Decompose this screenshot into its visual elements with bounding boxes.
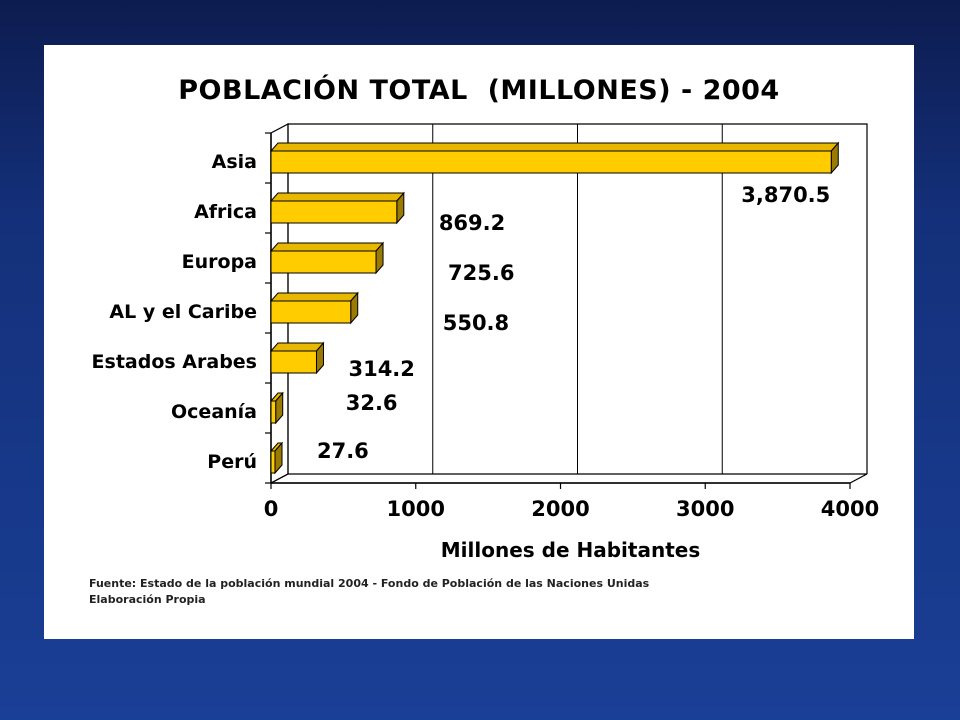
x-tick-label: 3000	[676, 497, 734, 521]
data-label: 869.2	[439, 211, 505, 235]
plot-floor	[270, 473, 868, 484]
y-tick-label: Oceanía	[171, 401, 257, 423]
x-tick-label: 4000	[821, 497, 879, 521]
y-tick-label: AL y el Caribe	[109, 301, 257, 323]
bar-top	[269, 142, 840, 152]
bar-5	[269, 391, 284, 425]
bar-top	[269, 342, 325, 352]
y-tick-label: Perú	[207, 451, 257, 473]
x-tick-label: 1000	[387, 497, 445, 521]
bar-top	[269, 292, 359, 302]
bar-4	[269, 341, 325, 375]
source-line-2: Elaboración Propia	[89, 593, 206, 606]
x-tick-label: 2000	[531, 497, 589, 521]
bar-2	[269, 241, 385, 275]
bar-0	[269, 141, 840, 175]
plot-area: 0 1000 2000 3000 4000 Asia 3,870.5 Africa 869.2 E…	[92, 123, 879, 562]
bar-front	[270, 250, 377, 274]
source-line-1: Fuente: Estado de la población mundial 2…	[89, 577, 650, 590]
bar-front	[270, 350, 317, 374]
y-tick-label: Asia	[212, 151, 257, 173]
bar-6	[269, 441, 284, 475]
y-tick-label: Africa	[194, 201, 257, 223]
data-label: 3,870.5	[741, 183, 830, 207]
bar-top	[269, 192, 405, 202]
data-label: 725.6	[448, 261, 514, 285]
bar-1	[269, 191, 405, 225]
bar-front	[270, 200, 398, 224]
bar-front	[270, 300, 352, 324]
slide-panel: POBLACIÓN TOTAL (MILLONES) - 2004 0 1000 2…	[44, 45, 914, 639]
data-label: 32.6	[346, 391, 398, 415]
data-label: 550.8	[443, 311, 509, 335]
bar-top	[269, 242, 385, 252]
source-note: Fuente: Estado de la población mundial 2…	[89, 576, 649, 608]
y-tick-label: Estados Arabes	[92, 351, 257, 373]
x-axis-title: Millones de Habitantes	[441, 538, 700, 562]
bar-front	[270, 150, 832, 174]
bar-front	[270, 400, 277, 424]
bar-chart: 0 1000 2000 3000 4000 Asia 3,870.5 Africa 869.2 E…	[92, 123, 879, 562]
data-label: 314.2	[348, 357, 414, 381]
data-label: 27.6	[317, 439, 369, 463]
chart-title: POBLACIÓN TOTAL (MILLONES) - 2004	[178, 75, 780, 106]
x-tick-label: 0	[264, 497, 279, 521]
y-tick-label: Europa	[182, 251, 257, 273]
bar-front	[270, 450, 276, 474]
bar-3	[269, 291, 359, 325]
